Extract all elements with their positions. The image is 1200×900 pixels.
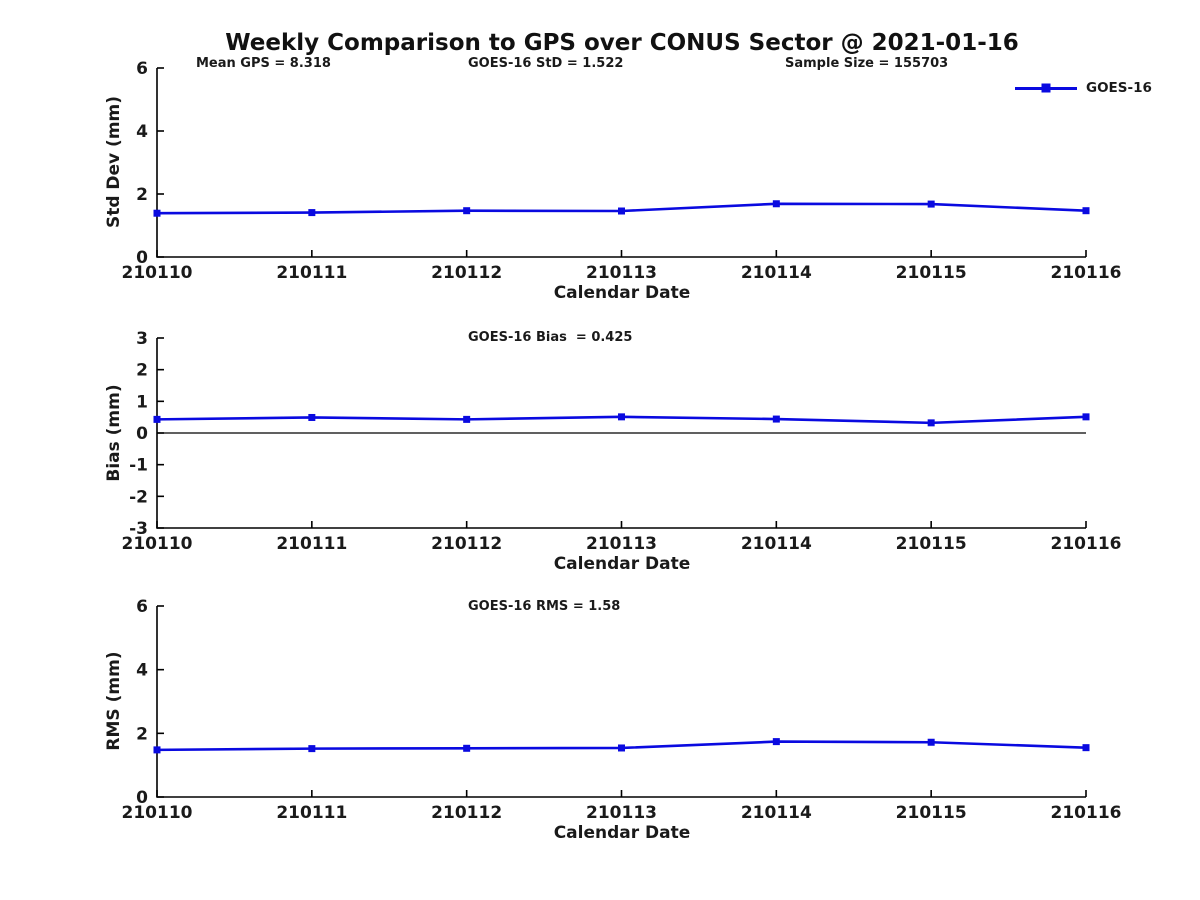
annotation-mean-gps: Mean GPS = 8.318 <box>196 56 331 71</box>
x-tick-label: 210115 <box>896 263 967 283</box>
data-point-marker <box>308 413 316 421</box>
annotation-rms: GOES-16 RMS = 1.58 <box>468 599 621 614</box>
chart-title: Weekly Comparison to GPS over CONUS Sect… <box>225 30 1019 56</box>
x-tick-label: 210112 <box>431 263 502 283</box>
y-tick-label: -2 <box>129 487 148 507</box>
y-tick-label: 4 <box>136 661 148 681</box>
data-point-marker <box>463 744 471 752</box>
x-tick-label: 210111 <box>276 803 347 823</box>
data-point-marker <box>618 413 625 421</box>
data-point-marker <box>153 209 161 217</box>
y-tick-label: 4 <box>136 122 148 142</box>
x-tick-label: 210114 <box>741 803 812 823</box>
x-tick-label: 210112 <box>431 803 502 823</box>
y-tick-label: 0 <box>136 424 148 444</box>
x-tick-label: 210114 <box>741 263 812 283</box>
data-point-marker <box>1082 413 1090 421</box>
data-point-marker <box>308 209 316 217</box>
axis-spine <box>156 606 1086 798</box>
data-point-marker <box>153 415 161 423</box>
ylabel-bias: Bias (mm) <box>104 384 124 482</box>
data-point-marker <box>927 419 935 427</box>
data-point-marker <box>772 415 780 423</box>
data-point-marker <box>618 744 625 752</box>
xlabel-rms: Calendar Date <box>553 823 691 843</box>
x-tick-label: 210110 <box>122 263 193 283</box>
x-tick-label: 210115 <box>896 534 967 554</box>
data-point-marker <box>927 738 935 746</box>
x-tick-label: 210112 <box>431 534 502 554</box>
data-point-marker <box>772 200 780 208</box>
x-tick-label: 210113 <box>586 263 657 283</box>
x-tick-label: 210110 <box>122 803 193 823</box>
x-tick-label: 210110 <box>122 534 193 554</box>
annotation-bias: GOES-16 Bias = 0.425 <box>468 330 633 345</box>
y-tick-label: 6 <box>136 59 148 79</box>
y-tick-label: 1 <box>136 392 148 412</box>
x-tick-label: 210115 <box>896 803 967 823</box>
annotation-sample-size: Sample Size = 155703 <box>785 56 949 71</box>
legend-line <box>1015 83 1077 93</box>
y-tick-label: 0 <box>136 788 148 808</box>
x-tick-label: 210116 <box>1051 803 1122 823</box>
std-dev-subplot: 0 2 4 6 210110 210111 210112 210113 210114 210115… <box>122 59 1122 283</box>
y-tick-label: -3 <box>129 519 148 539</box>
data-point-marker <box>772 738 780 746</box>
annotation-std: GOES-16 StD = 1.522 <box>468 56 624 71</box>
data-point-marker <box>153 746 161 754</box>
y-tick-label: 6 <box>136 597 148 617</box>
x-tick-label: 210111 <box>276 263 347 283</box>
rms-subplot: 0 2 4 6 210110 210111 210112 210113 210114 210115… <box>122 597 1122 823</box>
y-tick-label: 3 <box>136 329 148 349</box>
x-tick-label: 210111 <box>276 534 347 554</box>
xlabel-std-dev: Calendar Date <box>553 283 691 303</box>
y-tick-label: 2 <box>136 185 148 205</box>
axis-spine <box>156 68 1086 258</box>
ylabel-std-dev: Std Dev (mm) <box>104 95 124 229</box>
data-point-marker <box>927 200 935 208</box>
x-tick-label: 210113 <box>586 534 657 554</box>
legend: GOES-16 <box>1015 80 1152 96</box>
legend-square-marker-icon <box>1041 83 1051 93</box>
data-point-marker <box>1082 207 1090 215</box>
data-point-marker <box>308 745 316 753</box>
data-point-marker <box>463 207 471 215</box>
y-tick-label: 0 <box>136 248 148 268</box>
y-tick-label: 2 <box>136 724 148 744</box>
x-tick-label: 210114 <box>741 534 812 554</box>
x-tick-label: 210116 <box>1051 534 1122 554</box>
ylabel-rms: RMS (mm) <box>104 651 124 751</box>
legend-label: GOES-16 <box>1086 80 1152 96</box>
x-tick-label: 210113 <box>586 803 657 823</box>
x-tick-label: 210116 <box>1051 263 1122 283</box>
y-tick-label: -1 <box>129 456 148 476</box>
data-point-marker <box>1082 744 1090 752</box>
data-point-marker <box>618 207 625 215</box>
data-point-marker <box>463 415 471 423</box>
xlabel-bias: Calendar Date <box>553 554 691 574</box>
y-tick-label: 2 <box>136 361 148 381</box>
